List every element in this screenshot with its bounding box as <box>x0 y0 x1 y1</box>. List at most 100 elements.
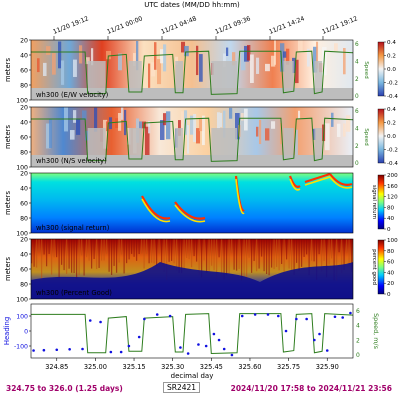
y-tick-label: 80 <box>20 149 28 156</box>
velocity-column <box>295 59 299 84</box>
colorbar-label: percent good <box>371 249 377 285</box>
pg-column <box>111 239 113 275</box>
velocity-column <box>337 123 341 137</box>
pg-column <box>341 239 343 273</box>
pg-column <box>71 239 73 273</box>
velocity-column <box>58 41 62 69</box>
ns-speed-line <box>31 117 353 162</box>
ew-speed-line <box>31 50 353 95</box>
y-axis-label: meters <box>4 125 12 149</box>
velocity-column <box>244 45 249 62</box>
speed-tick-label: 0 <box>356 352 360 359</box>
pg-column <box>198 239 200 276</box>
pg-column <box>31 239 33 264</box>
pg-column <box>168 239 170 262</box>
x-tick-label: 325.90 <box>316 363 339 371</box>
top-tick-label: 11/21 00:00 <box>106 15 144 36</box>
pg-column <box>301 239 303 267</box>
pg-column <box>196 239 198 262</box>
pg-column <box>203 239 205 261</box>
pg-column <box>223 239 225 280</box>
pg-column <box>183 239 185 270</box>
heading-point <box>204 344 208 348</box>
top-tick-label: 11/21 14:24 <box>268 15 306 36</box>
heading-point <box>284 329 288 333</box>
velocity-column <box>49 118 53 149</box>
pg-column <box>206 239 208 273</box>
colorbar <box>377 108 385 164</box>
pg-column <box>108 239 110 272</box>
heading-point <box>313 338 316 342</box>
signal-panel-label: wh300 (signal return) <box>36 224 110 232</box>
x-tick-label: 325.60 <box>238 363 261 371</box>
heading-point <box>137 335 141 339</box>
pg-column <box>188 239 190 260</box>
speed-tick-label: 2 <box>355 77 359 83</box>
pg-column <box>268 239 270 276</box>
pg-column <box>346 239 348 253</box>
bad-data-block <box>175 61 183 100</box>
velocity-column <box>61 60 65 85</box>
velocity-column <box>139 121 142 130</box>
pg-column <box>311 239 313 261</box>
velocity-column <box>316 41 319 69</box>
bottom-echo-halo <box>304 176 331 186</box>
pg-column <box>63 239 65 271</box>
pg-column <box>131 239 133 254</box>
velocity-column <box>91 48 94 66</box>
pg-column <box>226 239 228 276</box>
pg-column <box>261 239 263 257</box>
pg-column <box>271 239 273 268</box>
heading-point <box>99 320 102 324</box>
panel-ew-velocity: wh300 (E/W velocity) <box>30 39 354 101</box>
x-tick-label: 325.75 <box>277 363 300 371</box>
pg-column <box>133 239 135 257</box>
pg-column <box>213 239 215 271</box>
y-axis-label: meters <box>4 257 12 281</box>
velocity-column <box>160 120 165 140</box>
pg-column <box>298 239 300 271</box>
pg-column <box>41 239 43 281</box>
velocity-column <box>151 62 156 77</box>
pg-column <box>303 239 305 257</box>
pg-column <box>166 239 168 281</box>
pg-column <box>98 239 100 268</box>
pg-column <box>146 239 148 254</box>
velocity-column <box>196 45 199 76</box>
velocity-column <box>115 118 119 128</box>
velocity-column <box>235 113 240 140</box>
velocity-column <box>76 119 81 135</box>
pg-column <box>348 239 350 266</box>
pg-column <box>83 239 85 276</box>
heading-point <box>42 348 46 352</box>
velocity-column <box>349 54 352 68</box>
pg-column <box>351 239 353 273</box>
pg-column <box>113 239 115 266</box>
pg-column <box>288 239 290 269</box>
pg-column <box>178 239 180 273</box>
heading-point <box>222 347 226 351</box>
velocity-column <box>178 120 181 136</box>
pg-column <box>316 239 318 280</box>
colorbar <box>377 41 385 97</box>
velocity-column <box>163 44 167 72</box>
velocity-column <box>244 108 248 131</box>
y-axis-label: meters <box>4 191 12 215</box>
velocity-column <box>160 49 164 64</box>
y-tick-label: 40 <box>20 185 28 192</box>
pg-column <box>163 239 165 273</box>
pg-column <box>66 239 68 274</box>
bottom-echo-band <box>174 201 206 220</box>
y-tick-label: 100 <box>16 230 28 237</box>
velocity-column <box>124 109 127 136</box>
heading-axis-label: Heading <box>3 317 11 345</box>
velocity-column <box>175 56 179 65</box>
pg-column <box>308 239 310 276</box>
colorbar-tick-label: 0.2 <box>387 121 396 127</box>
bottom-echo-band <box>304 173 331 184</box>
pg-column <box>233 239 235 270</box>
velocity-column <box>217 112 221 130</box>
pg-low-region <box>31 262 353 299</box>
velocity-column <box>145 126 150 157</box>
pg-column <box>291 239 293 270</box>
